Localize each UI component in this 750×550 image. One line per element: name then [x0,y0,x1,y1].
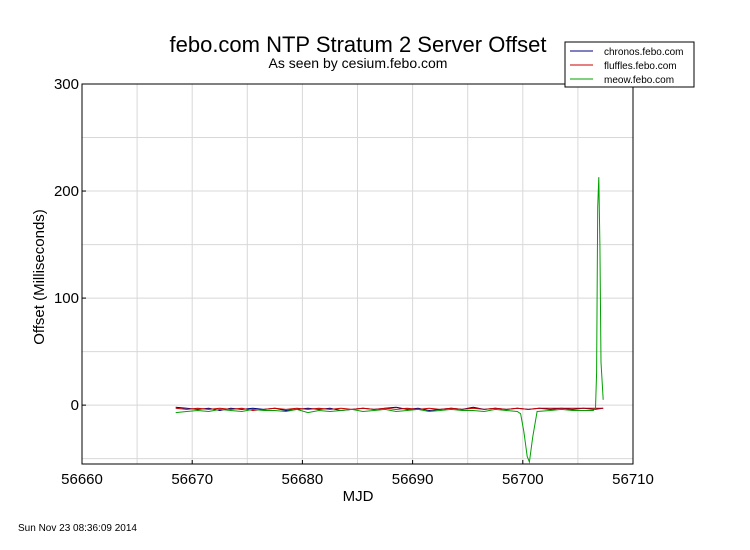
y-axis-label: Offset (Milliseconds) [31,209,48,345]
x-tick-label: 56690 [392,471,434,488]
x-tick-label: 56670 [171,471,213,488]
grid-lines [82,84,633,464]
plot-frame [81,83,634,465]
series-line-fluffles [175,407,604,412]
legend-label: chronos.febo.com [604,47,684,58]
chart-title: febo.com NTP Stratum 2 Server Offset [170,32,547,57]
x-tick-label: 56700 [502,471,544,488]
series-line-meow [175,177,604,464]
legend-label: meow.febo.com [604,75,674,86]
y-tick-label: 0 [71,397,79,414]
x-axis-label: MJD [343,488,374,505]
legend-label: fluffles.febo.com [604,61,677,72]
x-tick-label: 56660 [61,471,103,488]
x-tick-label: 56710 [612,471,654,488]
y-tick-label: 300 [54,76,79,93]
y-tick-label: 200 [54,183,79,200]
timestamp: Sun Nov 23 08:36:09 2014 [18,523,137,534]
axis-ticks: 56660 56670 56680 56690 56700 56710 0 100 200 300 [54,76,654,488]
chart-subtitle: As seen by cesium.febo.com [269,55,448,71]
series-lines [175,177,604,464]
y-tick-label: 100 [54,290,79,307]
x-tick-label: 56680 [282,471,324,488]
legend: chronos.febo.com fluffles.febo.com meow.fe… [564,41,695,88]
